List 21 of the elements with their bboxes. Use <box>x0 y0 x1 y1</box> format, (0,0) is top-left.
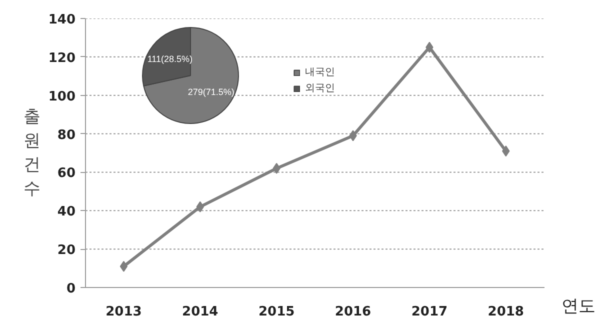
y-tick-label: 0 <box>66 282 76 296</box>
y-tick-label: 140 <box>48 12 76 28</box>
y-tick-label: 40 <box>57 204 76 220</box>
x-tick-label: 2017 <box>411 304 448 320</box>
x-tick-label: 2013 <box>106 304 142 320</box>
point <box>120 260 128 272</box>
x-tick-label: 2016 <box>334 304 372 320</box>
legend-label: 내국인 <box>305 66 335 79</box>
x-axis-title: 연도 <box>562 296 596 316</box>
y-tick-label: 120 <box>48 50 76 66</box>
data-label: 111(28.5%) <box>147 54 193 64</box>
y-tick-label: 100 <box>48 89 76 104</box>
legend-label: 외국인 <box>305 82 335 95</box>
y-axis-title: 출원건수 <box>23 107 40 199</box>
x-tick-label: 2018 <box>488 304 524 320</box>
y-tick-label: 80 <box>57 128 76 143</box>
x-tick-label: 2014 <box>182 304 218 320</box>
y-tick-label: 60 <box>57 166 76 182</box>
y-tick-label: 20 <box>57 243 76 258</box>
data-label: 279(71.5%) <box>188 87 234 98</box>
x-tick-label: 2015 <box>258 304 295 320</box>
